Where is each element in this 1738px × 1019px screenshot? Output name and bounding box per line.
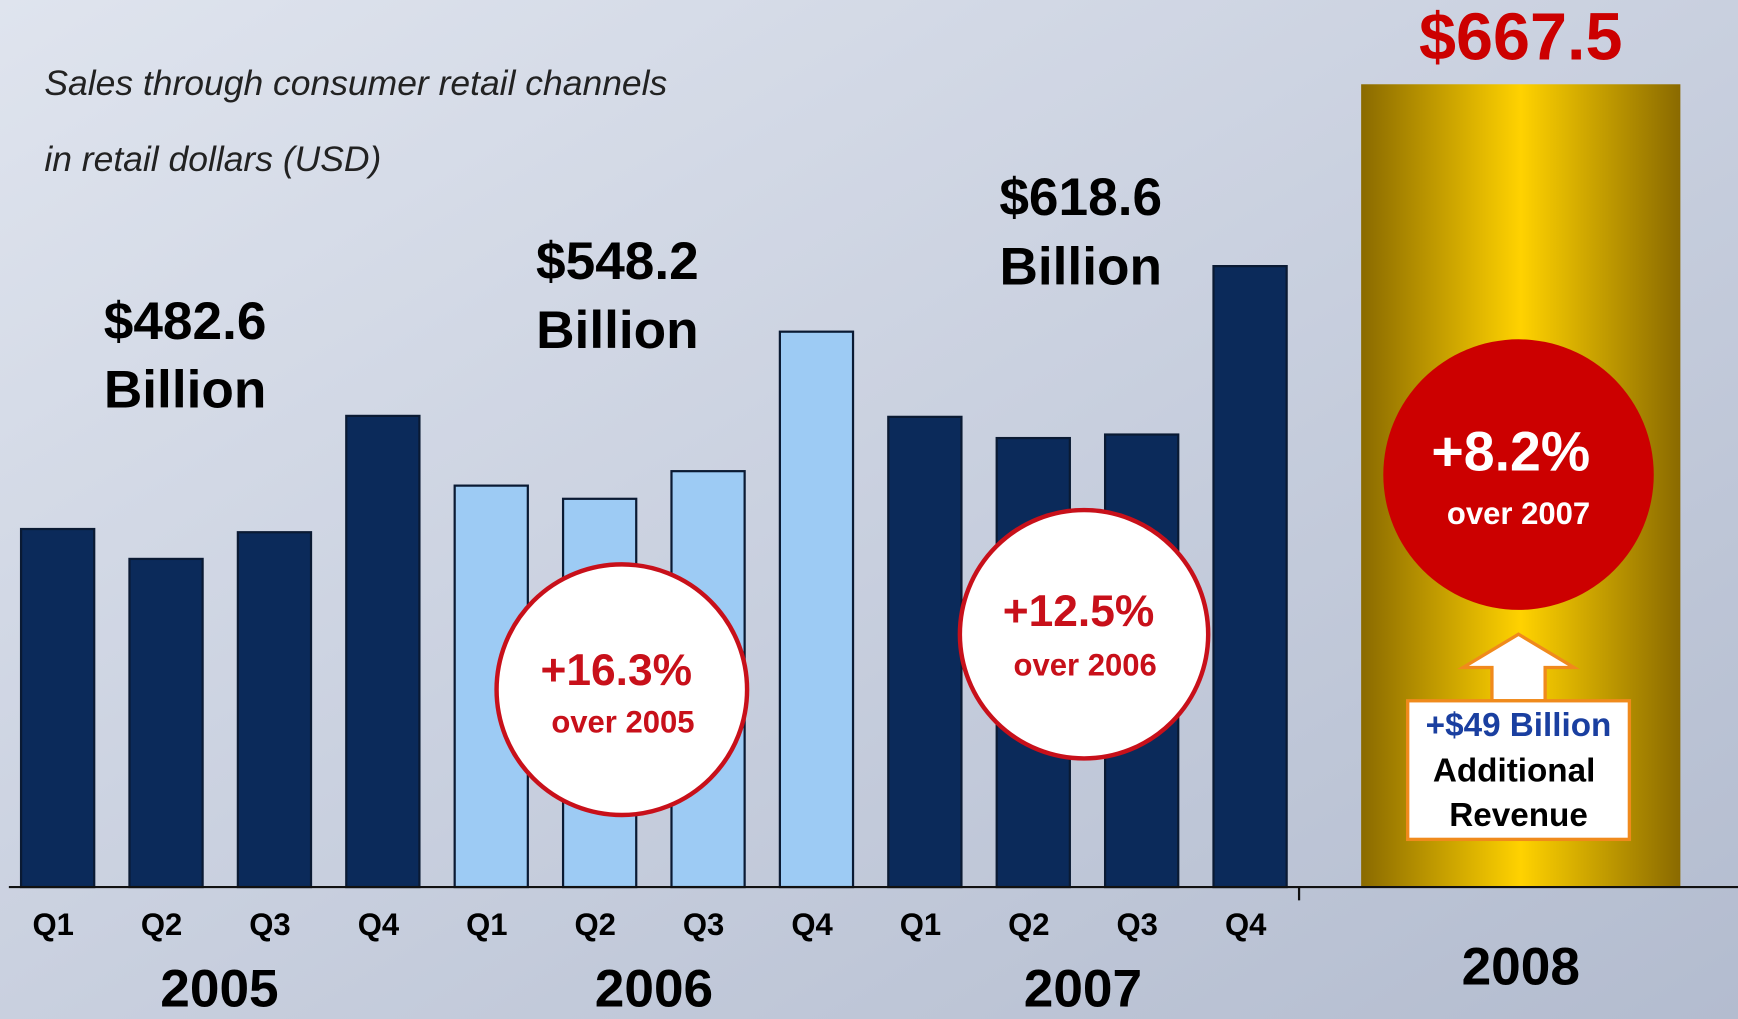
growth: +16.3% — [541, 646, 693, 695]
growth-badge — [494, 562, 750, 818]
growth: +12.5% — [1003, 587, 1155, 636]
bar — [345, 414, 421, 889]
bar — [1212, 265, 1288, 889]
growth-note: over 2005 — [551, 704, 694, 739]
growth: +8.2% — [1431, 420, 1590, 482]
x-tick-label: Q1 — [900, 907, 941, 942]
bar — [128, 557, 204, 889]
additional: Additional — [1433, 753, 1596, 790]
growth-note: over 2006 — [1014, 648, 1157, 683]
subtitle: in retail dollars (USD) — [44, 139, 381, 179]
x-tick-label: Q3 — [683, 907, 724, 942]
year-total: $618.6 — [999, 168, 1162, 227]
year-label: 2006 — [595, 959, 713, 1018]
x-tick-label: Q4 — [358, 907, 400, 942]
growth-badge — [957, 507, 1211, 761]
bar — [236, 531, 313, 889]
additional: Revenue — [1449, 797, 1588, 834]
year-label: 2007 — [1024, 959, 1142, 1018]
bars — [19, 265, 1288, 889]
x-tick-label: Q2 — [575, 907, 616, 942]
year-label: 2008 — [1462, 937, 1580, 996]
bar — [19, 527, 96, 889]
x-tick-label: Q2 — [1008, 907, 1049, 942]
x-tick-label: Q4 — [1225, 907, 1267, 942]
x-tick-label: Q1 — [33, 907, 74, 942]
bar — [778, 330, 855, 889]
year-unit: Billion — [536, 301, 699, 360]
growth-note: over 2007 — [1447, 496, 1590, 531]
year-total: $482.6 — [104, 292, 267, 351]
year-unit: Billion — [999, 238, 1162, 297]
x-tick-label: Q1 — [466, 907, 507, 942]
additional: +$49 Billion — [1426, 707, 1612, 744]
year-total: $548.2 — [536, 232, 699, 291]
x-tick-label: Q3 — [1117, 907, 1158, 942]
year-label: 2005 — [160, 959, 278, 1018]
x-tick-label: Q4 — [791, 907, 833, 942]
x-tick-label: Q2 — [141, 907, 182, 942]
subtitle: Sales through consumer retail channels — [44, 63, 667, 103]
growth-badge — [1383, 339, 1654, 610]
year-unit: Billion — [104, 361, 267, 420]
additional-box — [1406, 699, 1632, 842]
forecast-total: $667.5 — [1419, 1, 1622, 75]
bar — [887, 415, 963, 889]
x-tick-label: Q3 — [249, 907, 290, 942]
